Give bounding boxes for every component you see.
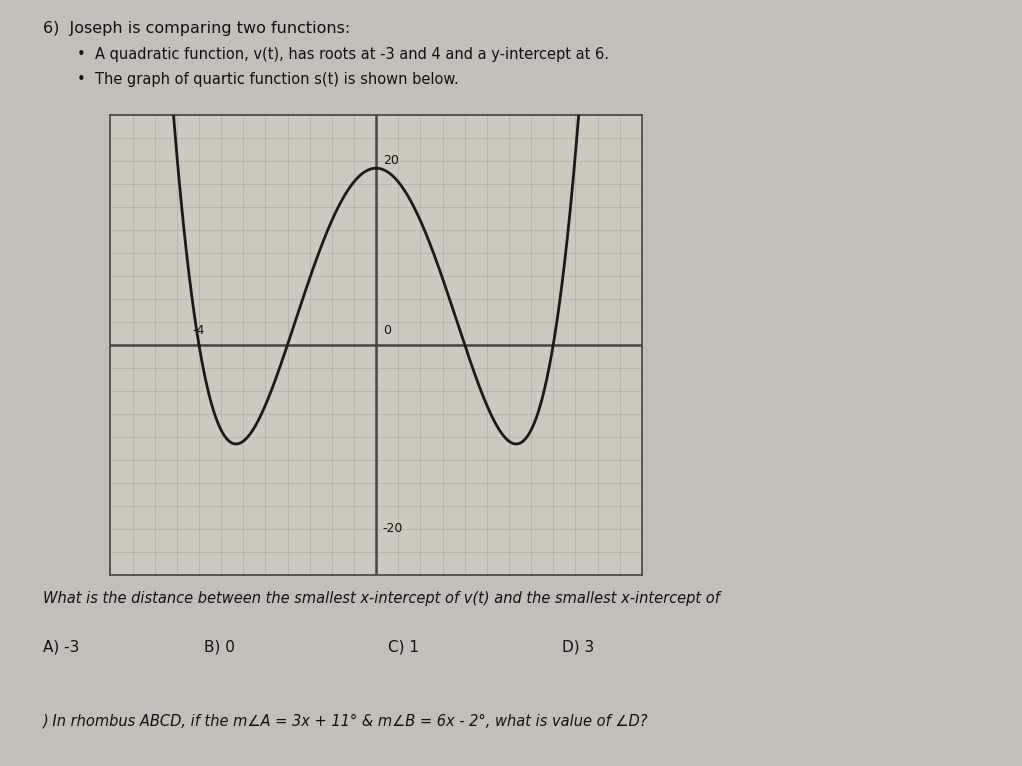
Text: C) 1: C) 1 (388, 640, 419, 655)
Text: A) -3: A) -3 (43, 640, 80, 655)
Text: •  The graph of quartic function s(t) is shown below.: • The graph of quartic function s(t) is … (77, 72, 459, 87)
Text: B) 0: B) 0 (204, 640, 235, 655)
Text: What is the distance between the smallest x-intercept of v(t) and the smallest x: What is the distance between the smalles… (43, 591, 719, 607)
Text: -20: -20 (382, 522, 403, 535)
Text: -4: -4 (193, 324, 205, 337)
Text: •  A quadratic function, v(t), has roots at -3 and 4 and a y-intercept at 6.: • A quadratic function, v(t), has roots … (77, 47, 609, 63)
Text: D) 3: D) 3 (562, 640, 595, 655)
Text: 6)  Joseph is comparing two functions:: 6) Joseph is comparing two functions: (43, 21, 351, 37)
Text: 20: 20 (382, 155, 399, 167)
Text: ) In rhombus ABCD, if the m∠A = 3x + 11° & m∠B = 6x - 2°, what is value of ∠D?: ) In rhombus ABCD, if the m∠A = 3x + 11°… (43, 714, 648, 729)
Text: 0: 0 (382, 324, 390, 337)
